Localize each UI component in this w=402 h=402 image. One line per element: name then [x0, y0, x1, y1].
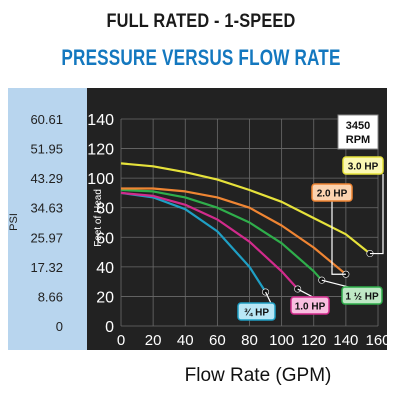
psi-tick-label: 34.63 [30, 201, 63, 216]
label-leader [369, 174, 384, 255]
plot-area [87, 88, 387, 350]
psi-tick-label: 43.29 [30, 171, 63, 186]
label-leader [331, 201, 346, 275]
psi-tick-label: 17.32 [30, 260, 63, 275]
series-label: 1.0 HP [295, 302, 326, 313]
psi-tick-label: 8.66 [38, 289, 63, 304]
y-tick-label: 100 [87, 171, 114, 188]
series-label-box [237, 302, 276, 321]
x-tick-label: 40 [177, 332, 194, 349]
series-line [120, 191, 267, 293]
x-tick-label: 160 [365, 332, 390, 349]
x-tick-label: 100 [269, 332, 294, 349]
series-label: 1 ½ HP [345, 292, 379, 303]
x-tick-label: 120 [301, 332, 326, 349]
series-label: 3.0 HP [348, 162, 379, 173]
psi-tick-labels: 0 8.66 17.32 25.97 34.63 43.29 51.95 60.61 [30, 112, 63, 334]
series-line [121, 187, 347, 276]
series-line [120, 188, 323, 281]
psi-tick-label: 60.61 [30, 112, 63, 127]
pump-curves [120, 162, 374, 296]
psi-tick-label: 25.97 [30, 230, 63, 245]
rpm-box [337, 114, 379, 150]
rpm-annotation: 3450 RPM [337, 114, 379, 150]
series-label: 2.0 HP [317, 189, 348, 200]
chart-subtitle: PRESSURE VERSUS FLOW RATE [61, 45, 341, 70]
series-line [120, 162, 371, 255]
y-tick-label: 80 [96, 201, 114, 218]
series-label: ¾ HP [244, 308, 269, 319]
y-tick-label: 40 [96, 260, 114, 277]
x-tick-label: 60 [209, 332, 226, 349]
series-label-box [342, 156, 384, 175]
rpm-unit: RPM [346, 134, 370, 146]
psi-panel [8, 88, 87, 350]
y-tick-label: 20 [96, 289, 114, 306]
psi-tick-label: 51.95 [30, 142, 63, 157]
x-tick-label: 0 [117, 332, 125, 349]
y-tick-labels: 0 20 40 60 80 100 120 140 [87, 112, 114, 336]
x-tick-labels: 0 20 40 60 80 100 120 140 160 [117, 332, 391, 349]
y-tick-label: 140 [87, 112, 114, 129]
x-axis-label: Flow Rate (GPM) [185, 365, 332, 386]
y-axis-label: Feet of Head [93, 189, 104, 247]
x-tick-label: 80 [241, 332, 258, 349]
x-tick-label: 20 [145, 332, 162, 349]
chart-title: FULL RATED - 1-SPEED [106, 11, 296, 32]
rpm-value: 3450 [346, 120, 370, 132]
y-tick-label: 0 [105, 319, 114, 336]
y-tick-label: 60 [96, 230, 114, 247]
series-labels: ¾ HP 1.0 HP 1 ½ HP 2.0 HP 3.0 HP [237, 156, 384, 321]
series-label-box [311, 183, 353, 202]
psi-axis-label: PSI [8, 213, 20, 231]
series-label-box [341, 286, 383, 305]
y-tick-label: 120 [87, 142, 114, 159]
series-line [120, 191, 299, 290]
x-tick-label: 140 [333, 332, 358, 349]
psi-tick-label: 0 [56, 319, 63, 334]
series-label-box [290, 296, 330, 315]
